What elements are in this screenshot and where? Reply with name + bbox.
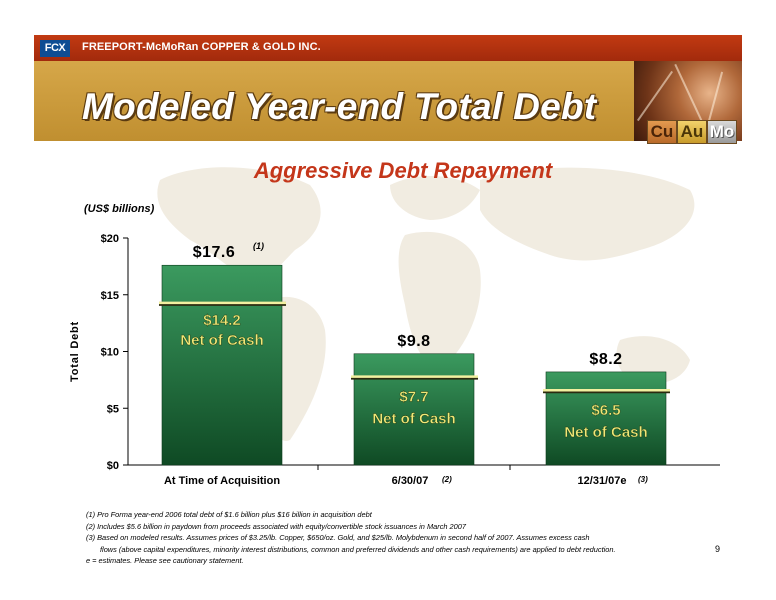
world-map-background [157,167,695,441]
x-category-note: (3) [638,475,648,484]
units-label: (US$ billions) [84,203,155,215]
company-logo: FCX [40,40,70,57]
footnote-3: (3) Based on modeled results. Assumes pr… [86,533,590,542]
footnote-estimates: e = estimates. Please see cautionary sta… [86,556,244,565]
y-tick-label: $5 [107,403,119,415]
net-of-cash-value: $14.2 [203,312,241,329]
footnotes: (1) Pro Forma year-end 2006 total debt o… [86,509,726,567]
total-debt-label-note: (1) [253,241,264,251]
company-name: FREEPORT-McMoRan COPPER & GOLD INC. [82,41,321,53]
y-axis-title: Total Debt [69,321,81,382]
page-number: 9 [715,544,721,554]
total-debt-label: $17.6 [193,244,236,261]
footnote-2: (2) Includes $5.6 billion in paydown fro… [86,521,466,531]
x-category-label: 6/30/07 [392,475,429,487]
gold-symbol: Au [677,120,707,144]
x-category-label: At Time of Acquisition [164,475,280,487]
net-of-cash-caption: Net of Cash [564,424,647,441]
x-category-note: (2) [442,475,452,484]
total-debt-label: $9.8 [397,333,430,350]
header-bar [34,35,742,61]
y-tick-label: $15 [101,290,119,302]
title-bar [34,61,634,141]
chart-subtitle: Aggressive Debt Repayment [253,158,553,183]
footnote-3-continued: flows (above capital expenditures, minor… [100,544,616,554]
copper-symbol: Cu [647,120,677,144]
bar-total-debt [353,353,475,466]
y-tick-label: $20 [101,233,119,245]
net-of-cash-value: $6.5 [591,402,620,419]
bar-total-debt [161,264,283,466]
net-of-cash-caption: Net of Cash [372,411,455,428]
net-of-cash-caption: Net of Cash [180,332,263,349]
total-debt-label: $8.2 [589,351,622,368]
footnote-1: (1) Pro Forma year-end 2006 total debt o… [86,510,372,519]
molybdenum-symbol: Mo [707,120,737,144]
y-tick-label: $0 [107,460,119,472]
bar-total-debt [545,371,667,466]
net-of-cash-value: $7.7 [399,389,428,406]
slide-title: Modeled Year-end Total Debt [82,86,597,127]
y-tick-label: $10 [101,347,119,359]
x-category-label: 12/31/07e [578,475,627,487]
